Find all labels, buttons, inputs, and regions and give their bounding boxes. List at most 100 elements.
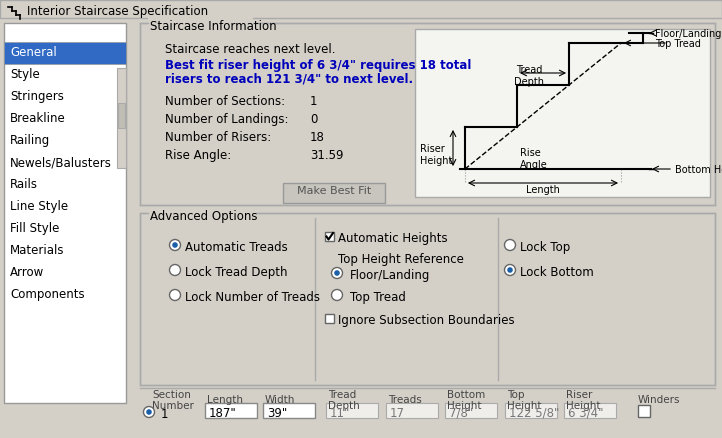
Text: Number: Number [152, 401, 194, 411]
Bar [326, 403, 378, 418]
Text: Rails: Rails [10, 178, 38, 191]
Text: Automatic Treads: Automatic Treads [185, 241, 288, 254]
Text: Materials: Materials [10, 244, 64, 257]
Text: 39": 39" [267, 407, 287, 420]
Bar [325, 314, 334, 323]
Text: 7/8": 7/8" [449, 407, 473, 420]
Circle shape [170, 265, 180, 276]
Text: Number of Risers:: Number of Risers: [165, 131, 271, 144]
Bar [283, 183, 385, 203]
Text: Tread
Depth: Tread Depth [514, 65, 544, 87]
Text: Fill Style: Fill Style [10, 222, 59, 235]
Text: Make Best Fit: Make Best Fit [297, 186, 371, 196]
Bar [445, 403, 497, 418]
Text: Length: Length [526, 185, 560, 195]
Text: Riser
Height: Riser Height [420, 144, 453, 166]
Bar [505, 403, 557, 418]
Text: Breakline: Breakline [10, 112, 66, 125]
Bar [415, 29, 710, 197]
Bar [564, 403, 616, 418]
Text: Best fit riser height of 6 3/4" requires 18 total: Best fit riser height of 6 3/4" requires… [165, 59, 471, 72]
Text: 187": 187" [209, 407, 237, 420]
Text: Height: Height [447, 401, 482, 411]
Text: Automatic Heights: Automatic Heights [338, 232, 448, 245]
Text: Tread: Tread [328, 390, 356, 400]
Circle shape [505, 240, 516, 251]
Text: 17: 17 [390, 407, 405, 420]
Text: Height: Height [566, 401, 601, 411]
Text: 11": 11" [330, 407, 350, 420]
Circle shape [331, 268, 342, 279]
Text: Components: Components [10, 288, 84, 301]
Circle shape [331, 290, 342, 300]
Text: Ignore Subsection Boundaries: Ignore Subsection Boundaries [338, 314, 515, 327]
Text: Arrow: Arrow [10, 266, 44, 279]
Circle shape [334, 270, 340, 276]
Text: Lock Number of Treads: Lock Number of Treads [185, 291, 320, 304]
Text: Width: Width [265, 395, 295, 405]
Text: Bottom Height: Bottom Height [675, 165, 722, 175]
Text: Top Tread: Top Tread [350, 291, 406, 304]
Text: Lock Tread Depth: Lock Tread Depth [185, 266, 287, 279]
Text: 1: 1 [310, 95, 318, 108]
Text: Top: Top [507, 390, 524, 400]
Text: Section: Section [152, 390, 191, 400]
Text: Floor/Landing: Floor/Landing [655, 29, 721, 39]
Bar [140, 23, 715, 205]
Text: Lock Bottom: Lock Bottom [520, 266, 593, 279]
Circle shape [505, 265, 516, 276]
Bar [0, 0, 722, 18]
Bar [118, 103, 125, 128]
Text: Railing: Railing [10, 134, 51, 147]
Text: 1: 1 [161, 408, 168, 421]
Circle shape [170, 240, 180, 251]
Text: Riser: Riser [566, 390, 592, 400]
Text: Advanced Options: Advanced Options [150, 210, 258, 223]
Circle shape [173, 242, 178, 248]
Text: 0: 0 [310, 113, 318, 126]
Text: Floor/Landing: Floor/Landing [350, 269, 430, 282]
Text: Lock Top: Lock Top [520, 241, 570, 254]
Text: Number of Sections:: Number of Sections: [165, 95, 285, 108]
Bar [205, 403, 257, 418]
Text: Number of Landings:: Number of Landings: [165, 113, 289, 126]
Text: Style: Style [10, 68, 40, 81]
Text: Length: Length [207, 395, 243, 405]
Text: Stringers: Stringers [10, 90, 64, 103]
Bar [148, 17, 253, 29]
Text: Treads: Treads [388, 395, 422, 405]
Text: Top Height Reference: Top Height Reference [338, 253, 464, 266]
Text: Rise
Angle: Rise Angle [520, 148, 548, 170]
Text: Depth: Depth [328, 401, 360, 411]
Text: 122 5/8": 122 5/8" [509, 407, 560, 420]
Text: Rise Angle:: Rise Angle: [165, 149, 231, 162]
Text: Height: Height [507, 401, 542, 411]
Bar [117, 68, 126, 168]
Circle shape [170, 290, 180, 300]
Text: 31.59: 31.59 [310, 149, 344, 162]
Text: 18: 18 [310, 131, 325, 144]
Text: Winders: Winders [638, 395, 681, 405]
Bar [4, 23, 126, 403]
Bar [148, 207, 256, 219]
Circle shape [507, 267, 513, 273]
Bar [386, 403, 438, 418]
Text: General: General [10, 46, 57, 59]
Text: Interior Staircase Specification: Interior Staircase Specification [27, 5, 208, 18]
Circle shape [146, 409, 152, 415]
Circle shape [144, 406, 155, 417]
Bar [4, 42, 126, 64]
Text: Top Tread: Top Tread [655, 39, 701, 49]
Bar [140, 213, 715, 385]
Text: Newels/Balusters: Newels/Balusters [10, 156, 112, 169]
Text: Line Style: Line Style [10, 200, 68, 213]
Text: risers to reach 121 3/4" to next level.: risers to reach 121 3/4" to next level. [165, 73, 413, 86]
Text: Staircase Information: Staircase Information [150, 20, 277, 33]
Bar [133, 20, 718, 403]
Bar [638, 405, 650, 417]
Text: Bottom: Bottom [447, 390, 485, 400]
Bar [263, 403, 315, 418]
Text: 6 3/4": 6 3/4" [568, 407, 604, 420]
Bar [325, 232, 334, 241]
Text: Staircase reaches next level.: Staircase reaches next level. [165, 43, 336, 56]
